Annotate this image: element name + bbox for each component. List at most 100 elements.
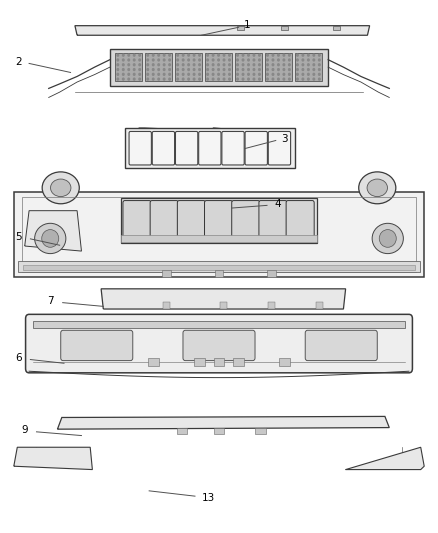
Circle shape bbox=[313, 74, 314, 75]
Circle shape bbox=[272, 74, 274, 75]
Circle shape bbox=[139, 64, 141, 66]
Ellipse shape bbox=[379, 230, 396, 247]
Circle shape bbox=[128, 54, 130, 56]
FancyBboxPatch shape bbox=[286, 200, 314, 240]
Bar bbox=[163, 302, 170, 309]
Bar bbox=[125, 128, 295, 168]
Circle shape bbox=[223, 54, 225, 56]
Circle shape bbox=[134, 78, 135, 80]
Circle shape bbox=[152, 69, 154, 70]
Circle shape bbox=[134, 69, 135, 70]
Circle shape bbox=[318, 54, 320, 56]
FancyBboxPatch shape bbox=[222, 132, 244, 165]
FancyBboxPatch shape bbox=[176, 132, 198, 165]
Circle shape bbox=[139, 69, 141, 70]
Ellipse shape bbox=[359, 172, 396, 204]
Circle shape bbox=[218, 74, 219, 75]
Circle shape bbox=[163, 54, 165, 56]
Circle shape bbox=[267, 59, 268, 61]
Circle shape bbox=[158, 54, 159, 56]
Text: 9: 9 bbox=[21, 425, 28, 435]
Circle shape bbox=[152, 64, 154, 66]
Bar bbox=[148, 359, 159, 366]
Circle shape bbox=[177, 78, 178, 80]
Circle shape bbox=[193, 59, 195, 61]
Circle shape bbox=[123, 59, 124, 61]
Circle shape bbox=[218, 54, 219, 56]
FancyBboxPatch shape bbox=[245, 132, 268, 165]
Circle shape bbox=[223, 59, 225, 61]
Circle shape bbox=[259, 69, 260, 70]
FancyBboxPatch shape bbox=[268, 132, 290, 165]
Circle shape bbox=[318, 69, 320, 70]
Circle shape bbox=[147, 59, 148, 61]
Circle shape bbox=[139, 54, 141, 56]
Text: 2: 2 bbox=[15, 57, 21, 67]
Circle shape bbox=[163, 74, 165, 75]
Circle shape bbox=[182, 64, 184, 66]
FancyBboxPatch shape bbox=[183, 330, 255, 361]
Bar bbox=[316, 302, 323, 309]
Circle shape bbox=[128, 78, 130, 80]
Circle shape bbox=[152, 59, 154, 61]
Circle shape bbox=[212, 64, 214, 66]
Circle shape bbox=[283, 64, 285, 66]
Circle shape bbox=[182, 59, 184, 61]
Circle shape bbox=[193, 54, 195, 56]
Circle shape bbox=[134, 59, 135, 61]
Circle shape bbox=[223, 69, 225, 70]
Circle shape bbox=[147, 69, 148, 70]
Bar bbox=[110, 49, 328, 86]
Circle shape bbox=[199, 74, 200, 75]
Circle shape bbox=[169, 64, 170, 66]
Circle shape bbox=[237, 64, 238, 66]
FancyBboxPatch shape bbox=[305, 330, 377, 361]
Circle shape bbox=[199, 54, 200, 56]
Circle shape bbox=[307, 69, 309, 70]
Circle shape bbox=[177, 74, 178, 75]
Circle shape bbox=[158, 69, 159, 70]
Circle shape bbox=[163, 59, 165, 61]
Circle shape bbox=[272, 64, 274, 66]
Circle shape bbox=[199, 64, 200, 66]
Circle shape bbox=[237, 54, 238, 56]
Circle shape bbox=[147, 54, 148, 56]
Bar bbox=[295, 53, 322, 82]
Circle shape bbox=[297, 59, 298, 61]
Circle shape bbox=[158, 74, 159, 75]
Bar bbox=[21, 197, 417, 272]
Ellipse shape bbox=[50, 179, 71, 197]
Circle shape bbox=[199, 59, 200, 61]
Circle shape bbox=[307, 74, 309, 75]
Circle shape bbox=[289, 78, 290, 80]
Circle shape bbox=[302, 59, 304, 61]
Circle shape bbox=[289, 54, 290, 56]
Circle shape bbox=[188, 78, 189, 80]
FancyBboxPatch shape bbox=[177, 200, 205, 240]
Bar bbox=[121, 198, 317, 243]
Circle shape bbox=[193, 69, 195, 70]
Circle shape bbox=[117, 54, 119, 56]
Ellipse shape bbox=[42, 172, 79, 204]
Circle shape bbox=[163, 69, 165, 70]
Bar bbox=[194, 359, 205, 366]
Text: 13: 13 bbox=[201, 492, 215, 503]
Circle shape bbox=[283, 54, 285, 56]
Circle shape bbox=[152, 78, 154, 80]
Bar bbox=[233, 359, 244, 366]
Circle shape bbox=[242, 59, 244, 61]
Circle shape bbox=[123, 54, 124, 56]
Circle shape bbox=[177, 59, 178, 61]
Circle shape bbox=[193, 78, 195, 80]
Circle shape bbox=[123, 69, 124, 70]
Circle shape bbox=[248, 59, 249, 61]
Circle shape bbox=[289, 69, 290, 70]
Circle shape bbox=[147, 74, 148, 75]
Circle shape bbox=[188, 69, 189, 70]
PathPatch shape bbox=[346, 447, 424, 470]
Circle shape bbox=[272, 69, 274, 70]
Circle shape bbox=[302, 78, 304, 80]
Circle shape bbox=[169, 59, 170, 61]
Bar bbox=[115, 53, 142, 82]
Circle shape bbox=[218, 59, 219, 61]
